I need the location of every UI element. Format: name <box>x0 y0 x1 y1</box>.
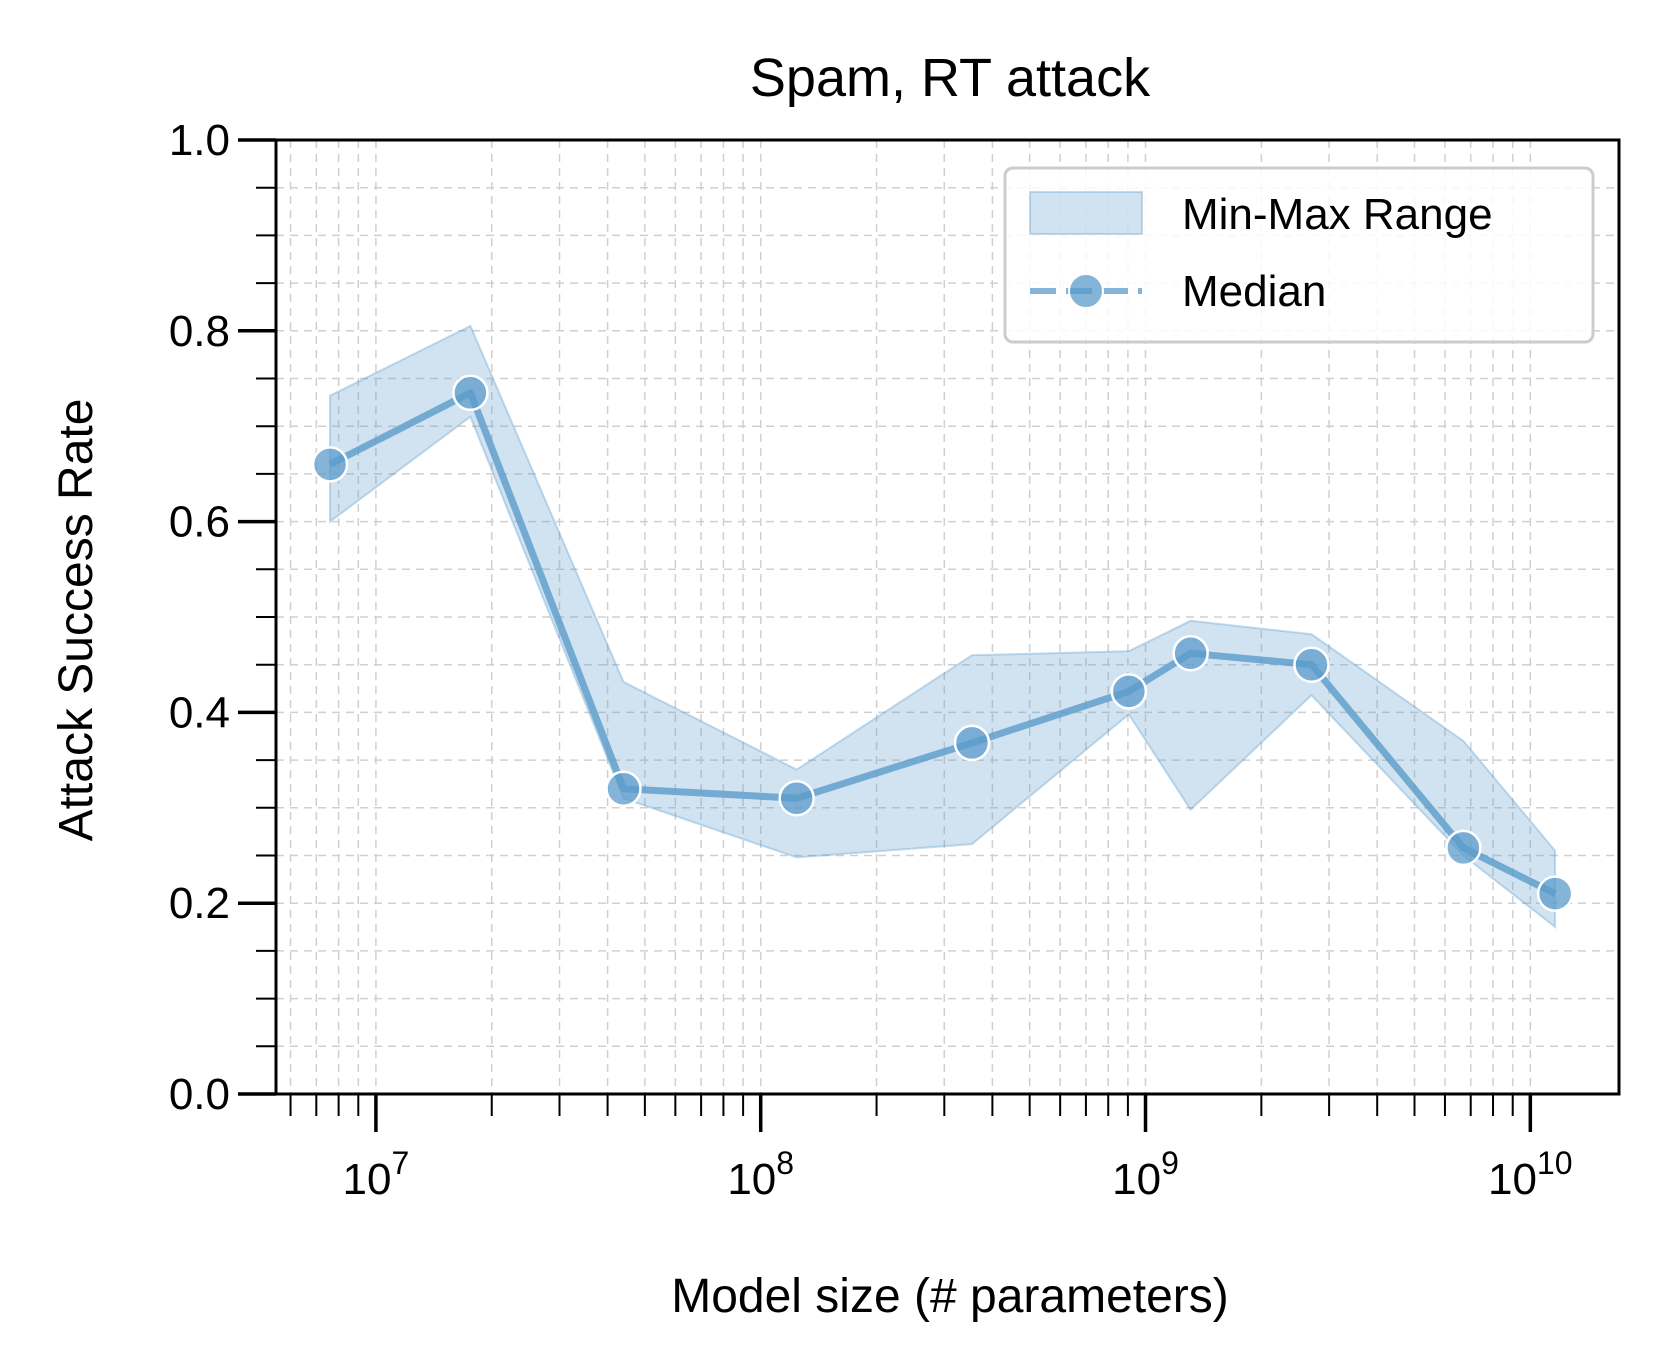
y-tick-label: 0.0 <box>169 1070 230 1119</box>
axes: 0.0 0.2 0.4 0.6 0.8 1.0 107 108 109 1010 <box>169 116 1621 1204</box>
x-tick-label: 108 <box>727 1145 794 1204</box>
x-tick-label: 1010 <box>1488 1145 1573 1204</box>
x-axis-title: Model size (# parameters) <box>671 1270 1229 1323</box>
legend: Min-Max Range Median <box>1003 166 1595 344</box>
x-tick-label: 107 <box>343 1145 410 1204</box>
legend-band-swatch <box>1029 191 1143 235</box>
median-point <box>1445 829 1482 867</box>
median-point <box>1172 635 1209 672</box>
legend-frame <box>1003 166 1595 344</box>
x-tick-label: 109 <box>1112 1145 1179 1204</box>
median-point <box>953 724 991 762</box>
median-line <box>328 389 1557 897</box>
legend-label-min-max-range: Min-Max Range <box>1182 190 1493 239</box>
median-point <box>452 374 489 412</box>
legend-label-median: Median <box>1182 267 1326 316</box>
y-tick-label: 0.8 <box>169 307 230 356</box>
y-tick-label: 0.4 <box>169 688 230 737</box>
median-point <box>778 780 815 817</box>
median-point <box>605 770 642 807</box>
median-point <box>1536 875 1574 912</box>
y-axis-title: Attack Success Rate <box>50 399 103 842</box>
chart-title: Spam, RT attack <box>750 48 1151 108</box>
median-point <box>311 446 349 483</box>
legend-median-marker <box>1068 273 1104 309</box>
y-tick-label: 1.0 <box>169 116 230 165</box>
median-point <box>1293 646 1330 683</box>
y-tick-label: 0.6 <box>169 498 230 547</box>
median-point <box>1110 673 1148 710</box>
median-line-layer <box>311 374 1574 912</box>
y-tick-label: 0.2 <box>169 879 230 928</box>
